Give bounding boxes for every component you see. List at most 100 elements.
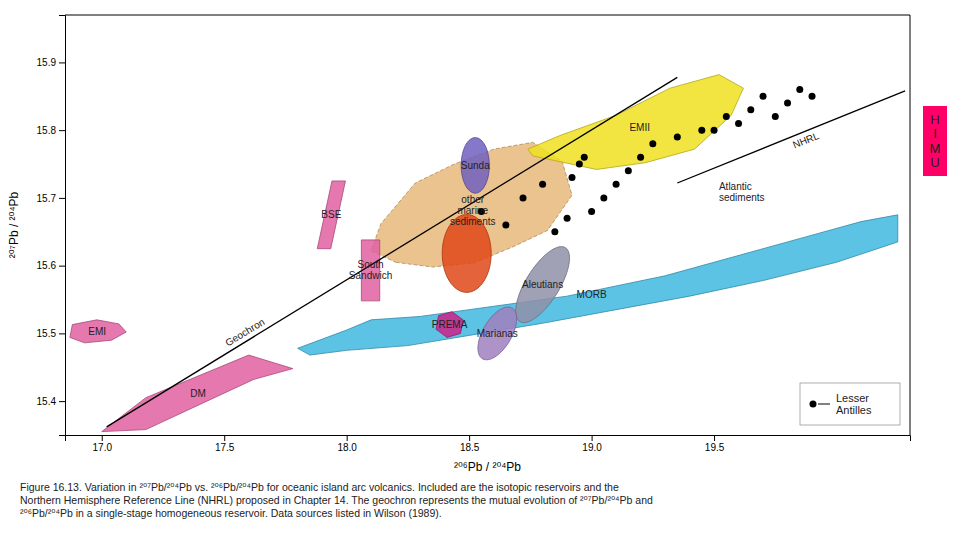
region-label: Aleutians <box>522 279 563 290</box>
scatter-point <box>723 113 730 120</box>
region-label: DM <box>190 388 206 399</box>
plot-frame <box>910 15 911 435</box>
legend-label-line: Antilles <box>836 404 872 416</box>
y-tick-mark <box>59 333 65 334</box>
region-label-line: Marianas <box>477 328 518 339</box>
scatter-point <box>569 174 576 181</box>
x-tick-mark <box>224 435 225 441</box>
side-label: HIMU <box>930 112 941 170</box>
x-tick: 18.0 <box>337 435 357 453</box>
y-tick-mark <box>59 130 65 131</box>
y-tick-label: 15.5 <box>37 328 57 339</box>
region-label: EMI <box>88 326 106 337</box>
caption-line: Figure 16.13. Variation in ²⁰⁷Pb/²⁰⁴Pb v… <box>20 481 619 493</box>
legend-item: LesserAntilles <box>810 392 872 416</box>
scatter-point <box>520 194 527 201</box>
region-label: BSE <box>321 209 341 220</box>
legend-line <box>818 404 830 405</box>
marks <box>70 75 905 432</box>
x-tick-mark <box>102 435 103 441</box>
region-label-line: South <box>357 259 383 270</box>
region-label-line: DM <box>190 388 206 399</box>
y-tick: 15.9 <box>37 57 65 68</box>
line-label: Geochron <box>223 316 266 348</box>
y-tick: 15.7 <box>37 193 65 204</box>
y-tick: 15.6 <box>37 260 65 271</box>
x-tick-label: 19.0 <box>582 442 602 453</box>
caption-line: Northern Hemisphere Reference Line (NHRL… <box>20 494 653 506</box>
region-label-line: Sunda <box>461 160 490 171</box>
x-tick: 17.5 <box>215 435 235 453</box>
legend-label: LesserAntilles <box>836 392 872 416</box>
x-tick: 19.0 <box>582 435 602 453</box>
region-polygon <box>528 75 744 170</box>
y-axis-line <box>59 16 66 436</box>
region-polygon <box>70 320 126 343</box>
region-label: MORB <box>577 289 607 300</box>
region-label: Sunda <box>461 160 490 171</box>
scatter-point <box>551 228 558 235</box>
region-label-line: PREMA <box>432 319 468 330</box>
scatter-point <box>674 133 681 140</box>
region-label: Marianas <box>477 328 518 339</box>
y-tick-mark <box>59 62 65 63</box>
scatter-series <box>478 86 816 235</box>
region-ellipse <box>516 247 570 323</box>
y-tick: 15.5 <box>37 328 65 339</box>
region-label-line: Sandwich <box>349 270 392 281</box>
reference-line <box>677 91 905 183</box>
scatter-point <box>747 106 754 113</box>
y-tick-mark <box>59 266 65 267</box>
side-label-line: U <box>930 155 939 170</box>
annotation-line: sediments <box>719 192 765 203</box>
scatter-point <box>539 181 546 188</box>
y-tick: 15.4 <box>37 396 65 407</box>
y-tick: 15.8 <box>37 125 65 136</box>
reference-line <box>107 77 678 427</box>
region-polygon <box>317 181 345 249</box>
scatter-point <box>581 154 588 161</box>
y-tick-mark <box>59 401 65 402</box>
region-polygon <box>102 355 293 432</box>
region-label-line: other <box>461 194 484 205</box>
side-label-line: H <box>930 112 939 127</box>
scatter-point <box>711 127 718 134</box>
scatter-point <box>600 194 607 201</box>
x-axis: 17.0 17.5 18.0 18.5 19.0 19.5 <box>66 435 911 453</box>
x-axis-title: ²⁰⁶Pb / ²⁰⁴Pb <box>454 460 521 474</box>
legend-label-line: Lesser <box>836 392 869 404</box>
side-label-line: M <box>930 141 941 156</box>
x-tick-label: 18.5 <box>460 442 480 453</box>
scatter-point <box>502 222 509 229</box>
region-label-line: EMI <box>88 326 106 337</box>
caption-line: ²⁰⁶Pb/²⁰⁴Pb in a single-stage homogeneou… <box>20 507 442 519</box>
x-tick: 18.5 <box>460 435 480 453</box>
annotation: Atlanticsediments <box>719 181 765 203</box>
legend: LesserAntilles <box>800 383 900 425</box>
scatter-point <box>784 100 791 107</box>
y-tick-label: 15.8 <box>37 125 57 136</box>
region-label: SouthSandwich <box>349 259 392 281</box>
x-axis-line <box>66 436 911 442</box>
line-label: NHRL <box>791 130 821 151</box>
region-ellipse <box>461 138 489 194</box>
y-tick-label: 15.6 <box>37 260 57 271</box>
y-tick-mark <box>59 198 65 199</box>
plot-area: 17.0 17.5 18.0 18.5 19.0 19.5 15.4 15.5 15.6 15.7… <box>37 15 911 453</box>
side-label-box <box>923 106 947 176</box>
x-tick-label: 17.0 <box>93 442 113 453</box>
plot-frame <box>65 15 910 16</box>
region-label-line: BSE <box>321 209 341 220</box>
y-axis-title: ²⁰⁷Pb / ²⁰⁴Pb <box>7 191 21 258</box>
caption: Figure 16.13. Variation in ²⁰⁷Pb/²⁰⁴Pb v… <box>20 481 653 519</box>
region-label-line: Aleutians <box>522 279 563 290</box>
x-tick-mark <box>469 435 470 441</box>
y-tick-label: 15.9 <box>37 57 57 68</box>
x-tick-mark <box>347 435 348 441</box>
scatter-point <box>625 167 632 174</box>
x-tick: 17.0 <box>93 435 113 453</box>
side-label-line: I <box>933 126 937 141</box>
legend-marker <box>810 401 817 408</box>
y-tick-label: 15.7 <box>37 193 57 204</box>
x-tick-label: 19.5 <box>705 442 725 453</box>
